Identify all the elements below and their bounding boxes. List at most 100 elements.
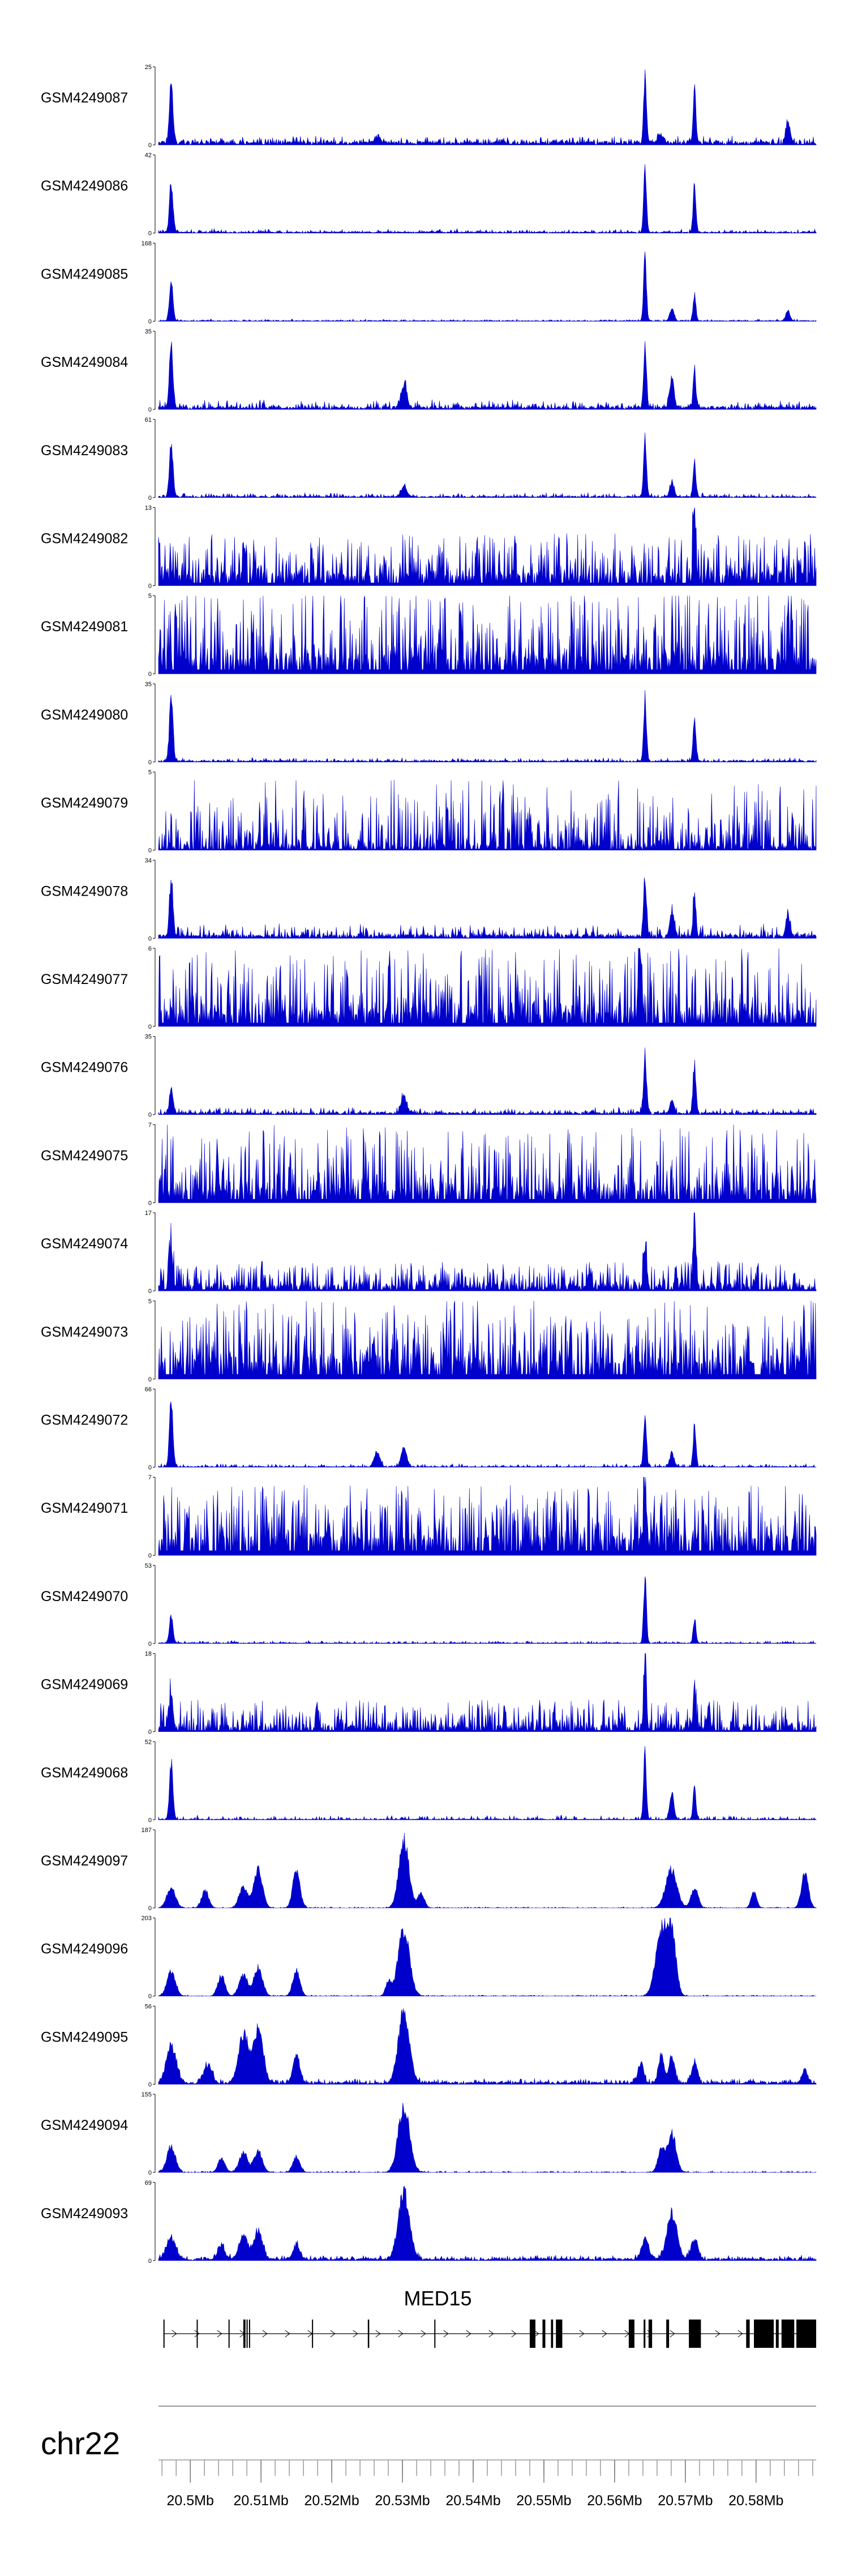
x-tick-label: 20.57Mb (658, 2493, 713, 2509)
track-gsm4249085: GSM4249085 168 0 (41, 240, 817, 325)
strand-arrow (737, 2330, 743, 2338)
exon (551, 2320, 554, 2348)
x-tick-label: 20.55Mb (516, 2493, 571, 2509)
track-gsm4249097: GSM4249097 187 0 (41, 1827, 817, 1912)
track-label: GSM4249084 (41, 354, 128, 370)
exon (196, 2320, 198, 2348)
exon (542, 2320, 546, 2348)
track-label: GSM4249073 (41, 1324, 128, 1340)
track-label: GSM4249096 (41, 1941, 128, 1957)
gene-label-med15: MED15 (404, 2287, 472, 2310)
y-min-label: 0 (148, 1993, 152, 2000)
y-max-label: 7 (148, 1122, 152, 1128)
y-max-label: 52 (145, 1739, 152, 1745)
track-gsm4249080: GSM4249080 35 0 (41, 681, 817, 766)
strand-arrow (443, 2330, 449, 2338)
track-gsm4249070: GSM4249070 53 0 (41, 1563, 817, 1648)
y-max-label: 35 (145, 328, 152, 335)
signal-area (158, 780, 817, 850)
y-max-label: 18 (145, 1651, 152, 1658)
y-max-label: 25 (145, 64, 152, 71)
exon (367, 2320, 370, 2348)
track-label: GSM4249087 (41, 90, 128, 106)
exon (781, 2320, 795, 2348)
strand-arrow (466, 2330, 471, 2338)
strand-arrow (217, 2330, 222, 2338)
y-max-label: 35 (145, 1034, 152, 1041)
y-max-label: 168 (142, 240, 152, 247)
strand-arrow (488, 2330, 494, 2338)
exon (775, 2320, 779, 2348)
exon (248, 2320, 250, 2348)
x-tick-label: 20.51Mb (234, 2493, 289, 2509)
strand-arrow (602, 2330, 607, 2338)
signal-area (158, 164, 817, 234)
y-min-label: 0 (148, 1465, 152, 1471)
x-tick-label: 20.56Mb (587, 2493, 642, 2509)
track-gsm4249069: GSM4249069 18 0 (41, 1651, 817, 1736)
track-label: GSM4249070 (41, 1589, 128, 1604)
signal-area (158, 690, 817, 763)
signal-area (158, 1576, 817, 1644)
track-label: GSM4249068 (41, 1765, 128, 1781)
strand-arrow (262, 2330, 268, 2338)
exon (246, 2320, 248, 2348)
signal-area (158, 1833, 817, 1909)
y-min-label: 0 (148, 2170, 152, 2176)
signal-area (158, 69, 817, 146)
signal-area (158, 1212, 817, 1291)
track-gsm4249074: GSM4249074 17 0 (41, 1210, 817, 1295)
y-max-label: 5 (148, 1298, 152, 1305)
strand-arrow (171, 2330, 177, 2338)
y-max-label: 5 (148, 769, 152, 776)
y-max-label: 5 (148, 593, 152, 600)
track-label: GSM4249081 (41, 619, 128, 635)
exon (644, 2320, 646, 2348)
exon (796, 2320, 816, 2348)
signal-area (158, 877, 817, 939)
track-gsm4249086: GSM4249086 42 0 (41, 152, 817, 237)
y-max-label: 6 (148, 945, 152, 952)
x-tick-label: 20.54Mb (445, 2493, 500, 2509)
track-gsm4249087: GSM4249087 25 0 (41, 64, 817, 149)
track-gsm4249081: GSM4249081 5 0 (41, 593, 817, 678)
exon (746, 2320, 750, 2348)
signal-area (158, 948, 817, 1027)
y-max-label: 69 (145, 2180, 152, 2186)
y-max-label: 42 (145, 152, 152, 159)
strand-arrow (511, 2330, 517, 2338)
track-label: GSM4249082 (41, 531, 128, 547)
chromosome-label: chr22 (41, 2425, 120, 2461)
track-gsm4249084: GSM4249084 35 0 (41, 328, 817, 413)
strand-arrow (398, 2330, 404, 2338)
track-gsm4249071: GSM4249071 7 0 (41, 1474, 817, 1559)
strand-arrow (353, 2330, 358, 2338)
signal-area (158, 1047, 817, 1115)
x-tick-label: 20.58Mb (728, 2493, 783, 2509)
y-min-label: 0 (148, 1200, 152, 1206)
track-label: GSM4249097 (41, 1853, 128, 1869)
exon (648, 2320, 653, 2348)
y-min-label: 0 (148, 318, 152, 325)
y-min-label: 0 (148, 1552, 152, 1559)
exon (628, 2320, 634, 2348)
y-min-label: 0 (148, 1729, 152, 1736)
signal-area (158, 341, 817, 410)
signal-area (158, 507, 817, 586)
signal-area (158, 596, 817, 674)
signal-area (158, 1918, 816, 1997)
y-min-label: 0 (148, 1024, 152, 1030)
y-max-label: 187 (142, 1827, 152, 1834)
exon (754, 2320, 774, 2348)
y-min-label: 0 (148, 1817, 152, 1824)
track-label: GSM4249085 (41, 266, 128, 282)
track-label: GSM4249086 (41, 178, 128, 194)
exon (689, 2320, 701, 2348)
strand-arrow (579, 2330, 585, 2338)
y-min-label: 0 (148, 935, 152, 942)
y-min-label: 0 (148, 495, 152, 502)
track-label: GSM4249080 (41, 707, 128, 723)
track-label: GSM4249093 (41, 2206, 128, 2222)
strand-arrow (670, 2330, 675, 2338)
x-tick-label: 20.52Mb (304, 2493, 359, 2509)
